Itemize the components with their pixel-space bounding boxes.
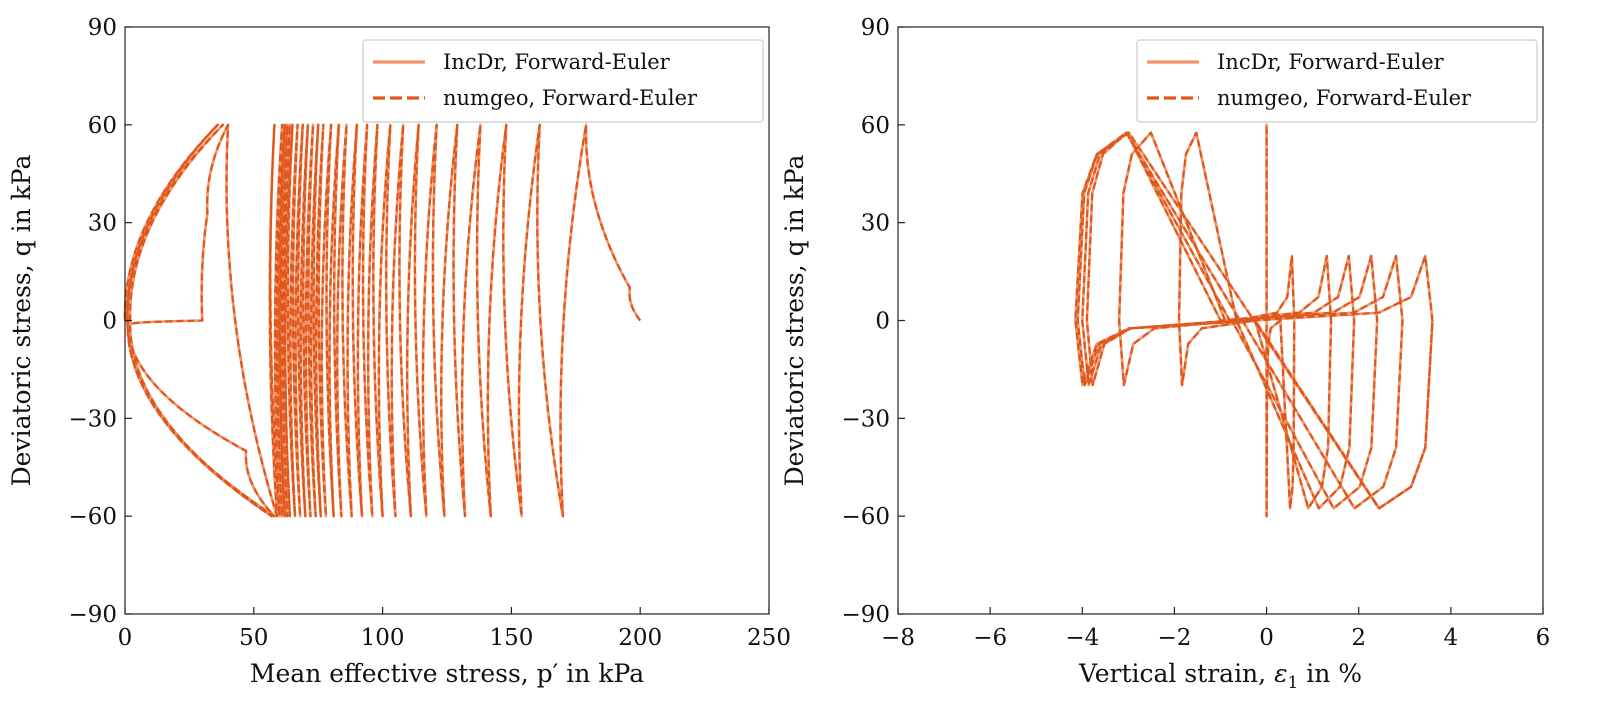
x-tick-label: 150 (489, 625, 533, 651)
x-axis-label-text: Vertical strain, (1078, 659, 1274, 688)
x-tick-label: 0 (118, 625, 133, 651)
legend: IncDr, Forward-Euler numgeo, Forward-Eule… (1136, 39, 1538, 123)
y-tick-label: −30 (68, 406, 117, 432)
y-tick-label: 60 (861, 113, 890, 139)
x-tick-label: 50 (239, 625, 268, 651)
x-axis-label: Vertical strain, ε1 in % (1078, 659, 1362, 693)
x-axis-label: Mean effective stress, p′ in kPa (250, 659, 644, 688)
y-tick-label: −60 (68, 504, 117, 530)
y-tick-label: 0 (102, 309, 117, 335)
x-axis-label-subscript: 1 (1287, 673, 1298, 693)
x-axis-label-symbol: ε (1274, 659, 1287, 688)
x-tick-label: 0 (1259, 625, 1274, 651)
x-tick-label: −8 (881, 625, 915, 651)
x-tick-label: 4 (1444, 625, 1459, 651)
y-tick-label: 60 (88, 113, 117, 139)
x-tick-label: −2 (1157, 625, 1191, 651)
x-tick-label: −6 (973, 625, 1007, 651)
y-tick-label: −90 (68, 602, 117, 628)
stress-strain-chart: −8 −6 −4 −2 0 2 4 6 −90 −60 −30 0 30 60 90 Vertical str… (780, 15, 1550, 693)
legend: IncDr, Forward-Euler numgeo, Forward-Eule… (362, 39, 764, 123)
series-line-numgeo (1074, 123, 1434, 518)
y-tick-label: 90 (861, 15, 890, 41)
y-tick-label: 0 (875, 309, 890, 335)
legend-label-incdr: IncDr, Forward-Euler (1217, 50, 1445, 74)
y-tick-label: −30 (841, 406, 890, 432)
x-tick-label: 200 (618, 625, 662, 651)
x-tick-label: 100 (361, 625, 405, 651)
y-tick-label: −90 (841, 602, 890, 628)
stress-path-chart: 0 50 100 150 200 250 −90 −60 −30 0 30 60 90 Mean effe… (7, 15, 791, 688)
y-tick-label: 90 (88, 15, 117, 41)
legend-label-numgeo: numgeo, Forward-Euler (1217, 86, 1472, 110)
legend-label-numgeo: numgeo, Forward-Euler (443, 86, 698, 110)
legend-box (362, 39, 764, 123)
y-axis-label: Deviatoric stress, q in kPa (780, 155, 809, 487)
x-axis-label-unit: in % (1298, 659, 1362, 688)
y-tick-label: 30 (861, 211, 890, 237)
x-tick-label: 2 (1351, 625, 1366, 651)
legend-label-incdr: IncDr, Forward-Euler (443, 50, 671, 74)
legend-box (1136, 39, 1538, 123)
y-tick-label: −60 (841, 504, 890, 530)
x-tick-label: 6 (1536, 625, 1551, 651)
y-tick-label: 30 (88, 211, 117, 237)
x-tick-label: −4 (1065, 625, 1099, 651)
x-tick-label: 250 (747, 625, 791, 651)
y-axis-label: Deviatoric stress, q in kPa (7, 155, 36, 487)
series-line-numgeo (123, 123, 642, 518)
